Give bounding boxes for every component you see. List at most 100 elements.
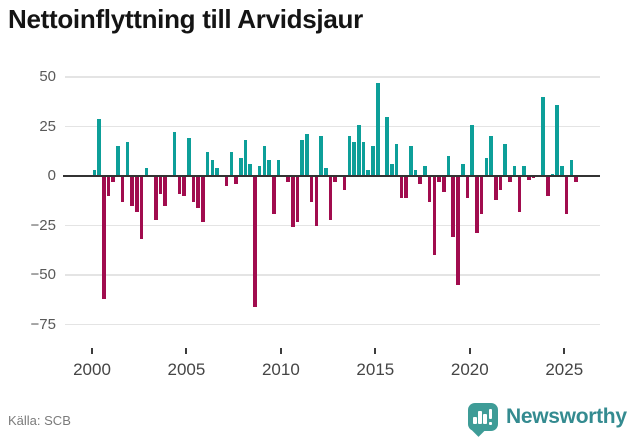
bar-negative bbox=[130, 176, 134, 206]
bar-positive bbox=[560, 166, 564, 176]
y-tick-label: −75 bbox=[30, 315, 56, 333]
bar-positive bbox=[210, 160, 215, 176]
bar-positive bbox=[267, 160, 271, 176]
bar-positive bbox=[319, 136, 323, 176]
bar-positive bbox=[423, 166, 427, 176]
bar-positive bbox=[484, 158, 489, 176]
source-note: Källa: SCB bbox=[8, 413, 71, 428]
chart-title: Nettoinflyttning till Arvidsjaur bbox=[8, 4, 363, 34]
bar-negative bbox=[333, 176, 337, 182]
bar-positive bbox=[276, 160, 281, 176]
bar-negative bbox=[404, 176, 408, 198]
bar-positive bbox=[116, 146, 120, 176]
bar-negative bbox=[153, 176, 158, 220]
bar-positive bbox=[460, 164, 465, 176]
bar-negative bbox=[106, 176, 111, 196]
y-grid-line bbox=[65, 274, 600, 276]
bar-positive bbox=[357, 124, 361, 176]
y-grid-line bbox=[65, 224, 600, 226]
bar-negative bbox=[342, 176, 347, 190]
bar-negative bbox=[545, 176, 550, 196]
bar-positive bbox=[144, 168, 149, 176]
bar-negative bbox=[182, 176, 186, 196]
bar-positive bbox=[347, 136, 352, 176]
zero-axis-line bbox=[63, 174, 600, 177]
bar-negative bbox=[158, 176, 163, 194]
bar-negative bbox=[427, 176, 432, 202]
bar-negative bbox=[399, 176, 404, 198]
bar-negative bbox=[286, 176, 290, 182]
speech-bubble-tail bbox=[472, 424, 485, 437]
y-tick-label: 0 bbox=[47, 167, 56, 184]
bar-negative bbox=[191, 176, 196, 202]
x-tick-label: 2005 bbox=[167, 360, 206, 379]
bar-negative bbox=[314, 176, 319, 226]
newsworthy-speech-bubble-chart-icon bbox=[468, 403, 498, 437]
bar-positive bbox=[375, 82, 380, 176]
bar-negative bbox=[527, 176, 531, 180]
bar-negative bbox=[442, 176, 446, 192]
bar-positive bbox=[503, 144, 507, 176]
bar-negative bbox=[564, 176, 569, 214]
bar-positive bbox=[361, 142, 366, 176]
bar-positive bbox=[187, 138, 191, 176]
bar-positive bbox=[408, 146, 413, 176]
bar-positive bbox=[215, 168, 219, 176]
bar-positive bbox=[371, 146, 375, 176]
bar-positive bbox=[512, 166, 517, 176]
x-tick-mark bbox=[374, 348, 377, 354]
bar-negative bbox=[432, 176, 437, 256]
bar-negative bbox=[451, 176, 456, 238]
bar-positive bbox=[205, 152, 210, 176]
bar-positive bbox=[352, 142, 356, 176]
bar-positive bbox=[541, 96, 545, 176]
bar-positive bbox=[555, 104, 559, 176]
bar-negative bbox=[493, 176, 498, 200]
bar-negative bbox=[465, 176, 470, 198]
bar-negative bbox=[309, 176, 314, 202]
bar-positive bbox=[257, 166, 262, 176]
bar-positive bbox=[262, 146, 267, 176]
bar-positive bbox=[229, 152, 234, 176]
bar-positive bbox=[305, 134, 309, 176]
bar-positive bbox=[323, 168, 328, 176]
bar-negative bbox=[139, 176, 144, 240]
bar-negative bbox=[201, 176, 205, 222]
x-tick-mark bbox=[563, 348, 566, 354]
x-tick-label: 2015 bbox=[356, 360, 395, 379]
bar-negative bbox=[135, 176, 139, 212]
bar-positive bbox=[522, 166, 526, 176]
bar-positive bbox=[97, 118, 101, 176]
x-tick-label: 2025 bbox=[545, 360, 584, 379]
y-tick-label: 25 bbox=[39, 117, 56, 135]
bar-negative bbox=[295, 176, 300, 222]
bar-positive bbox=[446, 156, 451, 176]
bar-positive bbox=[125, 142, 130, 176]
bar-negative bbox=[290, 176, 295, 228]
bar-positive bbox=[385, 116, 389, 176]
bar-negative bbox=[111, 176, 116, 182]
bar-negative bbox=[102, 176, 106, 299]
bar-positive bbox=[413, 170, 418, 176]
bar-positive bbox=[366, 170, 371, 176]
bar-negative bbox=[120, 176, 125, 202]
bar-negative bbox=[224, 176, 229, 186]
bar-negative bbox=[437, 176, 441, 182]
bar-negative bbox=[253, 176, 257, 307]
bar-negative bbox=[328, 176, 333, 220]
bar-negative bbox=[234, 176, 238, 184]
x-tick-mark bbox=[91, 348, 93, 354]
bar-negative bbox=[196, 176, 201, 208]
bar-negative bbox=[456, 176, 460, 285]
bar-positive bbox=[248, 164, 252, 176]
newsworthy-wordmark: Newsworthy bbox=[506, 405, 627, 428]
bar-negative bbox=[475, 176, 479, 234]
y-tick-label: −50 bbox=[30, 266, 56, 283]
bar-positive bbox=[569, 160, 574, 176]
bar-positive bbox=[300, 140, 304, 176]
bar-negative bbox=[418, 176, 422, 184]
bar-positive bbox=[470, 124, 474, 176]
bar-positive bbox=[394, 144, 399, 176]
newsworthy-logo[interactable]: Newsworthy bbox=[468, 402, 628, 437]
